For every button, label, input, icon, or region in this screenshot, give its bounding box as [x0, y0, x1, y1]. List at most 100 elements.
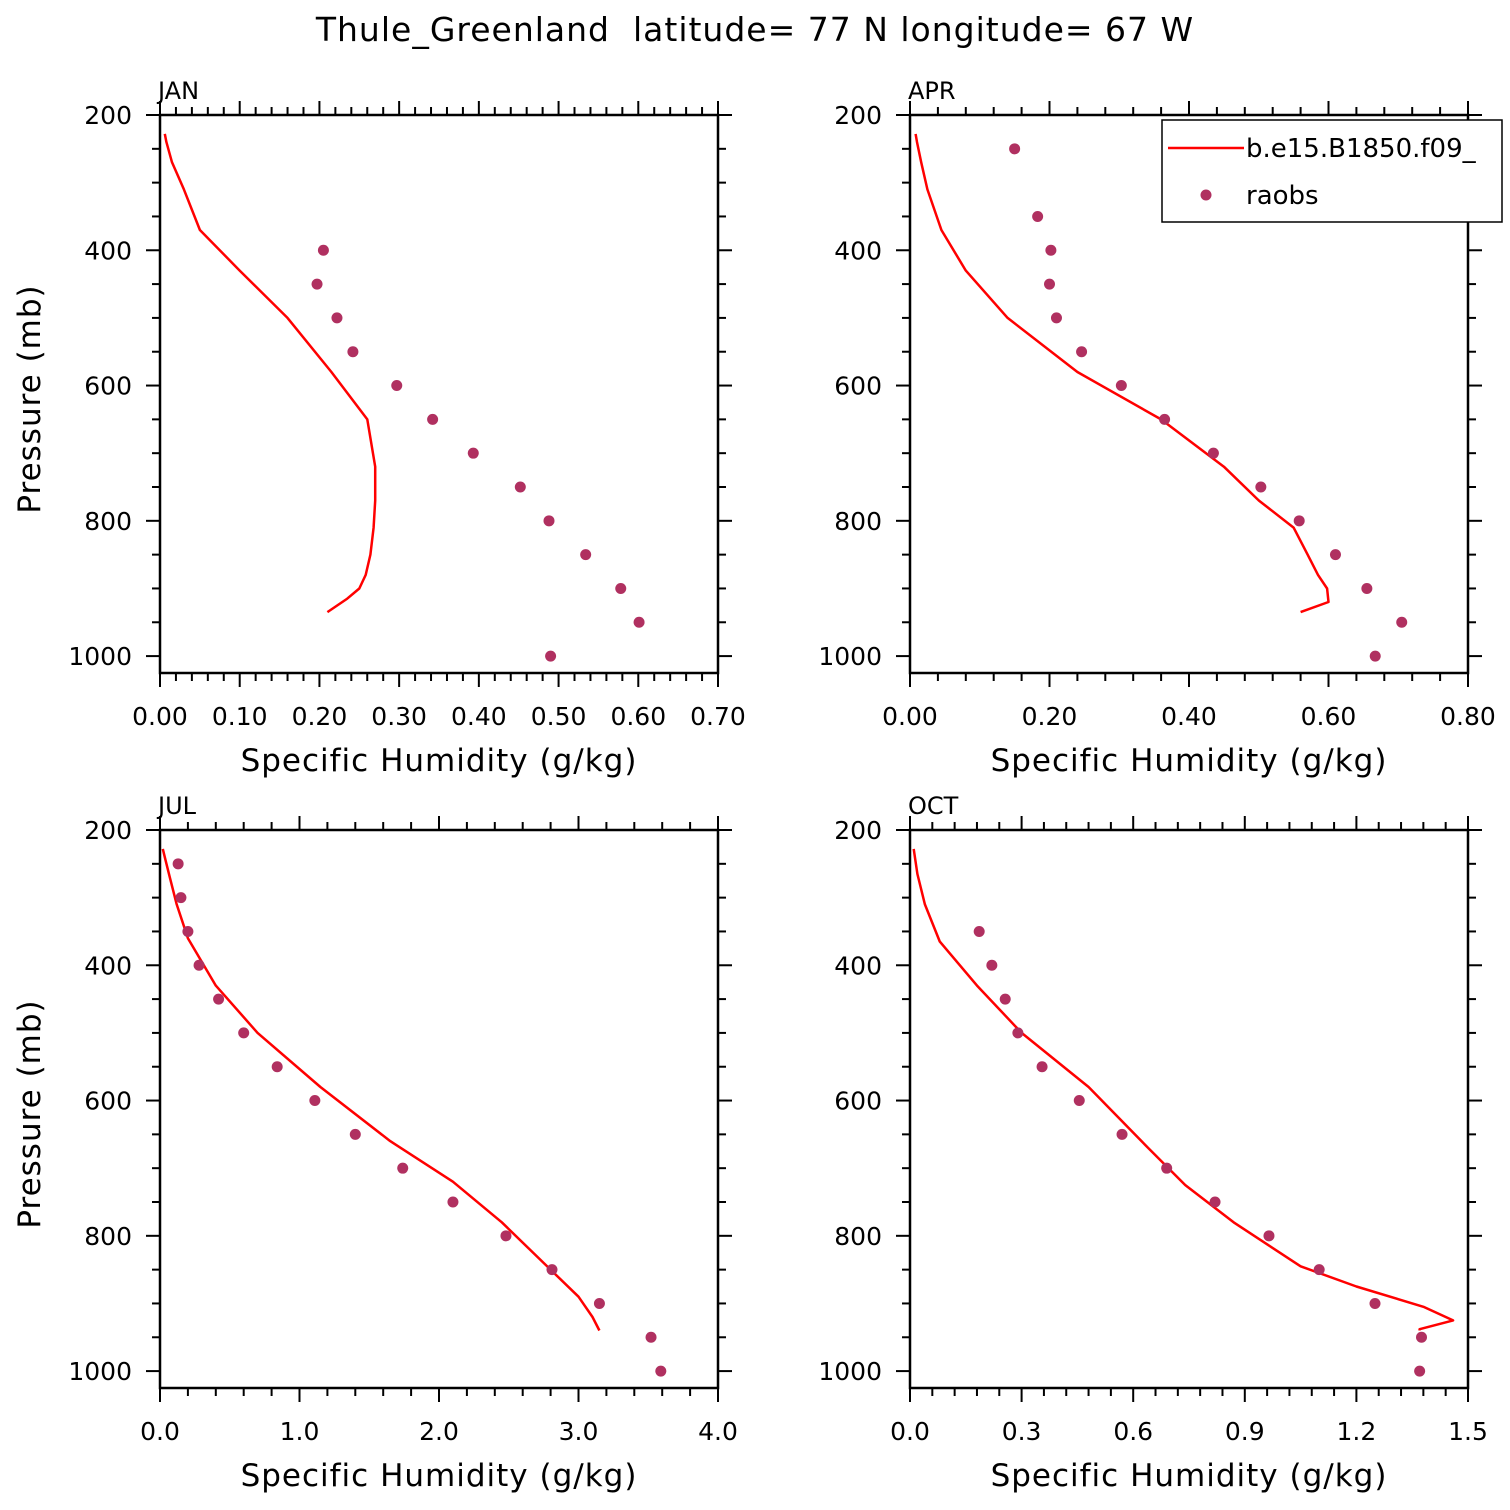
obs-point: [349, 1128, 361, 1140]
obs-point: [1209, 1196, 1221, 1208]
obs-point: [1159, 413, 1171, 425]
obs-point: [1361, 582, 1373, 594]
obs-point: [1369, 650, 1381, 662]
panel-apr: APR 0.00 0.20 0.40 0.60 0.80 200 400 600 800 1000 S…: [818, 77, 1503, 779]
y-tick-label: 800: [84, 1222, 132, 1251]
x-tick-label: 0.0: [890, 1417, 930, 1446]
obs-point: [213, 993, 225, 1005]
x-tick-label: 0.60: [610, 702, 666, 731]
y-tick-label: 200: [84, 816, 132, 845]
obs-point: [1293, 515, 1305, 527]
legend-marker-swatch: [1200, 189, 1212, 201]
data-area: [914, 133, 1408, 662]
x-tick-label: 0.50: [531, 702, 587, 731]
x-tick-label: 0.40: [451, 702, 507, 731]
obs-point: [593, 1297, 605, 1309]
obs-point: [514, 481, 526, 493]
x-tick-label: 0.30: [371, 702, 427, 731]
y-tick-label: 800: [834, 1222, 882, 1251]
obs-point: [500, 1230, 512, 1242]
obs-point: [271, 1061, 283, 1073]
obs-point: [1414, 1365, 1426, 1377]
obs-point: [655, 1365, 667, 1377]
obs-point: [1329, 549, 1341, 561]
x-tick-label: 0.40: [1161, 702, 1217, 731]
y-tick-label: 600: [834, 372, 882, 401]
obs-point: [447, 1196, 459, 1208]
obs-point: [1115, 380, 1127, 392]
obs-point: [397, 1162, 409, 1174]
x-tick-label: 0.20: [292, 702, 348, 731]
y-tick-label: 400: [84, 236, 132, 265]
y-axis-label: Pressure (mb): [12, 999, 48, 1228]
obs-point: [467, 447, 479, 459]
y-tick-label: 200: [834, 816, 882, 845]
x-tick-label: 0.0: [140, 1417, 180, 1446]
y-tick-label: 1000: [818, 642, 882, 671]
obs-point: [633, 616, 645, 628]
series-line-model: [912, 848, 1455, 1331]
panel-jan: JAN 0.00 0.10 0.20 0.30 0.40 0.50 0.60 0.70 200 40…: [12, 77, 746, 779]
panel-label-oct: OCT: [908, 792, 959, 820]
y-tick-label: 800: [84, 507, 132, 536]
obs-point: [311, 278, 323, 290]
figure-title: Thule_Greenland latitude= 77 N longitude…: [315, 10, 1195, 49]
data-area: [163, 133, 645, 662]
legend-label: b.e15.B1850.f09_: [1246, 134, 1477, 164]
obs-point: [1255, 481, 1267, 493]
obs-point: [238, 1027, 250, 1039]
y-tick-label: 600: [834, 1087, 882, 1116]
obs-point: [1416, 1331, 1427, 1343]
obs-point: [347, 346, 359, 358]
data-area: [912, 848, 1455, 1377]
obs-point: [615, 582, 627, 594]
obs-point: [580, 549, 592, 561]
x-tick-label: 0.9: [1225, 1417, 1265, 1446]
x-axis-label: Specific Humidity (g/kg): [991, 1458, 1388, 1494]
obs-point: [1369, 1297, 1381, 1309]
x-tick-label: 1.0: [280, 1417, 320, 1446]
obs-point: [1050, 312, 1062, 324]
obs-point: [1116, 1128, 1128, 1140]
x-tick-label: 1.2: [1337, 1417, 1377, 1446]
y-tick-label: 1000: [818, 1357, 882, 1386]
obs-point: [182, 925, 194, 937]
y-tick-label: 400: [834, 951, 882, 980]
obs-point: [1396, 616, 1408, 628]
series-line-model: [161, 848, 601, 1332]
x-tick-label: 0.3: [1002, 1417, 1042, 1446]
x-tick-label: 0.10: [212, 702, 268, 731]
y-tick-label: 600: [84, 1087, 132, 1116]
obs-point: [999, 993, 1011, 1005]
y-tick-label: 600: [84, 372, 132, 401]
obs-point: [1036, 1061, 1048, 1073]
obs-point: [545, 650, 557, 662]
obs-point: [1032, 210, 1044, 222]
obs-point: [1045, 244, 1057, 256]
obs-point: [172, 858, 184, 870]
x-tick-label: 1.5: [1448, 1417, 1488, 1446]
obs-point: [645, 1331, 657, 1343]
obs-point: [546, 1264, 558, 1276]
x-tick-label: 0.60: [1301, 702, 1357, 731]
obs-point: [1161, 1162, 1173, 1174]
obs-point: [175, 892, 187, 904]
y-tick-label: 400: [834, 236, 882, 265]
obs-point: [1263, 1230, 1275, 1242]
legend: b.e15.B1850.f09_raobs: [1161, 119, 1503, 223]
obs-point: [193, 959, 205, 971]
obs-point: [317, 244, 329, 256]
panel-jul: JUL 0.0 1.0 2.0 3.0 4.0 200 400 600 800 1000 Specif…: [12, 792, 738, 1494]
plot-frame: [158, 113, 720, 675]
obs-point: [1009, 143, 1021, 155]
x-tick-label: 3.0: [559, 1417, 599, 1446]
panel-label-apr: APR: [908, 77, 956, 105]
obs-point: [1012, 1027, 1024, 1039]
data-area: [161, 848, 667, 1377]
obs-point: [309, 1095, 321, 1107]
panel-label-jan: JAN: [156, 77, 199, 105]
y-tick-label: 200: [834, 101, 882, 130]
obs-point: [391, 380, 403, 392]
panel-oct: OCT 0.0 0.3 0.6 0.9 1.2 1.5 200 400 600 800 1000 Spe…: [818, 792, 1488, 1494]
